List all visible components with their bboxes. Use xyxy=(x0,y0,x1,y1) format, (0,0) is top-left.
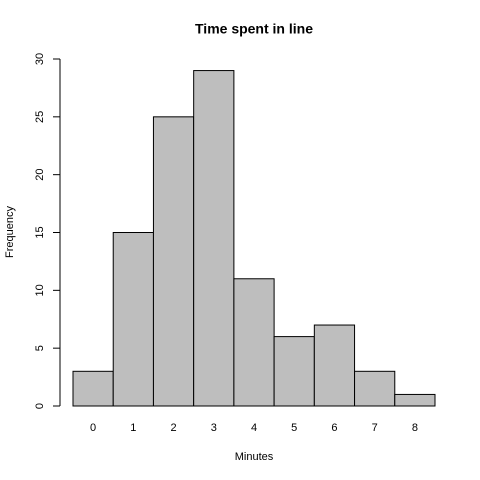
y-tick-label: 25 xyxy=(34,111,46,123)
y-tick-label: 20 xyxy=(34,169,46,181)
x-axis-label: Minutes xyxy=(235,451,274,463)
y-tick-label: 15 xyxy=(34,226,46,238)
x-tick-label: 2 xyxy=(170,422,176,434)
bar xyxy=(273,336,315,407)
y-tick-label: 10 xyxy=(34,284,46,296)
y-tick-label: 30 xyxy=(34,53,46,65)
x-tick-label: 6 xyxy=(331,422,337,434)
bar xyxy=(354,370,396,407)
bar xyxy=(233,278,275,407)
y-tick-label: 0 xyxy=(34,403,46,409)
x-tick-label: 7 xyxy=(372,422,378,434)
x-tick-label: 4 xyxy=(251,422,257,434)
chart-title: Time spent in line xyxy=(195,21,313,37)
y-axis-label: Frequency xyxy=(4,206,16,258)
bar xyxy=(313,324,356,407)
bar xyxy=(72,370,114,407)
bar xyxy=(112,232,154,407)
bar xyxy=(193,70,235,407)
x-tick-label: 1 xyxy=(130,422,136,434)
y-tick-label: 5 xyxy=(34,345,46,351)
x-tick-label: 5 xyxy=(291,422,297,434)
bar xyxy=(394,393,436,407)
x-tick-label: 3 xyxy=(211,422,217,434)
x-tick-label: 8 xyxy=(412,422,418,434)
bar xyxy=(152,116,195,407)
x-tick-label: 0 xyxy=(90,422,96,434)
